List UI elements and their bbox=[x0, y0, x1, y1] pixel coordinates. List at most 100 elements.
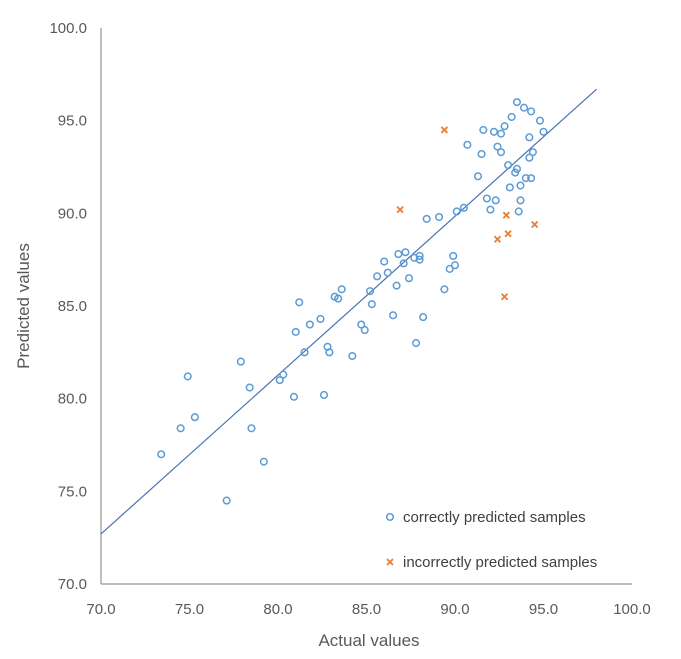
correct-point bbox=[392, 281, 401, 290]
axes bbox=[100, 28, 632, 585]
incorrect-point bbox=[502, 211, 510, 219]
correct-point bbox=[360, 326, 369, 335]
trendline bbox=[100, 88, 598, 535]
correct-point bbox=[325, 348, 334, 357]
correct-point bbox=[190, 413, 199, 422]
incorrect-point-stroke bbox=[396, 205, 404, 214]
y-tick-label: 100.0 bbox=[49, 20, 87, 37]
correct-point bbox=[486, 205, 495, 214]
incorrect-point-stroke bbox=[502, 211, 510, 219]
x-tick-labels: 70.0 75.0 80.0 85.0 90.0 95.0 100.0 bbox=[86, 601, 650, 618]
correct-point bbox=[491, 196, 500, 205]
correct-point bbox=[459, 203, 468, 212]
correct-point bbox=[482, 194, 491, 203]
correct-point bbox=[367, 300, 376, 309]
correct-point bbox=[183, 372, 192, 381]
correct-point bbox=[435, 212, 444, 222]
correct-point bbox=[449, 251, 458, 261]
y-tick-label: 85.0 bbox=[58, 298, 87, 315]
legend: correctly predicted samples incorrectly … bbox=[385, 509, 597, 571]
x-tick-label: 70.0 bbox=[86, 601, 115, 618]
y-tick-labels: 70.0 75.0 80.0 85.0 90.0 95.0 100.0 bbox=[49, 20, 87, 593]
data-points bbox=[157, 98, 548, 505]
y-tick-label: 80.0 bbox=[58, 391, 87, 408]
correct-point bbox=[394, 250, 403, 259]
correct-point bbox=[479, 125, 488, 134]
incorrect-point-stroke bbox=[493, 235, 502, 243]
correct-point bbox=[389, 311, 398, 320]
correct-point bbox=[505, 183, 514, 192]
y-axis-title: Predicted values bbox=[14, 243, 33, 369]
incorrect-point bbox=[396, 205, 404, 214]
correct-point bbox=[504, 161, 513, 170]
correct-point bbox=[512, 98, 522, 107]
correct-point bbox=[493, 142, 502, 151]
correct-point bbox=[373, 272, 382, 281]
y-tick-label: 75.0 bbox=[58, 483, 87, 500]
correct-point bbox=[404, 274, 414, 283]
correct-point bbox=[399, 259, 408, 268]
correct-point bbox=[500, 122, 509, 131]
correct-point bbox=[157, 450, 166, 459]
correct-point bbox=[245, 383, 254, 392]
correct-point bbox=[445, 264, 454, 273]
correct-point bbox=[415, 255, 424, 264]
correct-point bbox=[512, 164, 522, 173]
correct-point bbox=[539, 127, 548, 136]
correct-point bbox=[380, 257, 389, 266]
correct-point bbox=[516, 181, 525, 190]
correct-point bbox=[440, 285, 449, 294]
incorrect-point bbox=[500, 293, 509, 301]
correct-point bbox=[535, 116, 545, 125]
x-axis-title: Actual values bbox=[318, 631, 419, 650]
correct-point bbox=[527, 107, 536, 116]
legend-label-incorrect: incorrectly predicted samples bbox=[403, 554, 597, 571]
correct-point bbox=[357, 320, 366, 329]
correct-point bbox=[247, 424, 256, 433]
x-tick-label: 100.0 bbox=[613, 601, 651, 618]
incorrect-point-stroke bbox=[504, 230, 512, 238]
correct-point bbox=[365, 287, 375, 296]
trendline-group bbox=[100, 88, 598, 535]
legend-marker-incorrect bbox=[386, 558, 394, 566]
incorrect-point bbox=[440, 126, 449, 134]
legend-x-stroke bbox=[386, 558, 394, 566]
y-tick-label: 90.0 bbox=[58, 205, 87, 222]
correct-point bbox=[337, 285, 346, 294]
correct-point bbox=[463, 140, 472, 149]
correct-point bbox=[176, 424, 185, 433]
correct-point bbox=[489, 127, 498, 136]
y-tick-label: 70.0 bbox=[58, 576, 87, 593]
correct-point bbox=[514, 207, 523, 216]
correct-point bbox=[516, 196, 525, 205]
correct-point bbox=[289, 392, 298, 401]
correct-point bbox=[401, 248, 410, 257]
correct-point bbox=[279, 370, 288, 379]
incorrect-point-stroke bbox=[500, 293, 509, 301]
correct-point bbox=[527, 174, 536, 183]
correct-point bbox=[507, 112, 516, 122]
correct-point bbox=[519, 103, 529, 112]
correct-point bbox=[450, 261, 460, 270]
correct-point bbox=[525, 133, 534, 142]
correct-point bbox=[236, 357, 245, 366]
correct-point bbox=[383, 268, 392, 277]
legend-marker-correct bbox=[385, 512, 395, 522]
x-tick-label: 80.0 bbox=[263, 601, 292, 618]
x-tick-label: 85.0 bbox=[352, 601, 381, 618]
legend-label-correct: correctly predicted samples bbox=[403, 509, 586, 526]
correct-point bbox=[291, 327, 300, 336]
correct-point bbox=[305, 320, 314, 329]
correct-point bbox=[348, 351, 357, 361]
correct-point bbox=[477, 149, 486, 159]
correct-point bbox=[528, 148, 537, 157]
correct-point bbox=[295, 298, 304, 307]
correct-point bbox=[316, 314, 325, 324]
correct-point bbox=[300, 348, 309, 357]
correct-point bbox=[334, 294, 343, 303]
correct-point bbox=[496, 129, 506, 138]
correct-point bbox=[419, 313, 428, 322]
x-tick-label: 95.0 bbox=[529, 601, 558, 618]
incorrect-point bbox=[531, 220, 539, 229]
